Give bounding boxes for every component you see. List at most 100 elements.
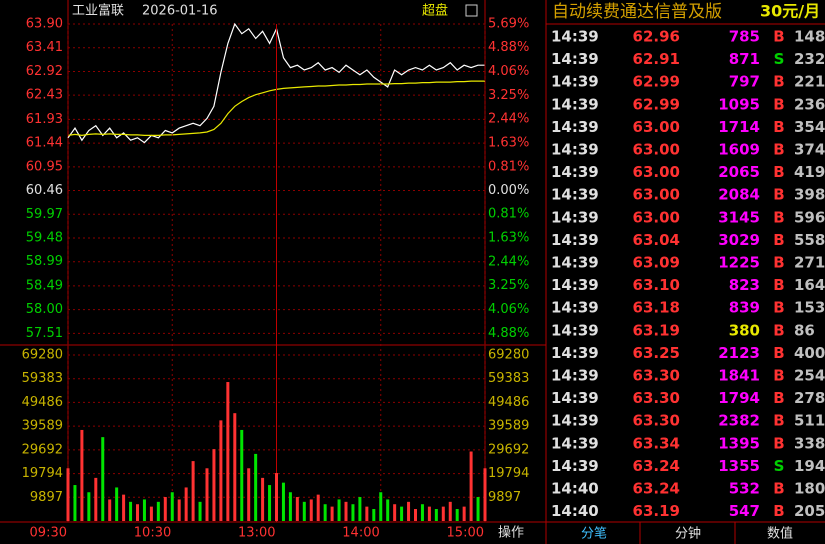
volume-bar — [386, 499, 390, 521]
volume-bar — [247, 468, 251, 521]
tick-volume: 823 — [729, 276, 760, 294]
volume-bar — [184, 487, 188, 521]
y-tick-label: 59.97 — [26, 207, 63, 222]
tick-volume: 871 — [729, 50, 760, 68]
tab[interactable]: 数值 — [767, 526, 793, 542]
tick-price: 63.00 — [633, 163, 680, 181]
tick-volume: 2084 — [718, 186, 760, 204]
volume-bar — [66, 468, 70, 521]
tick-time: 14:39 — [551, 95, 599, 113]
tick-count: 511 — [794, 412, 825, 430]
tick-time: 14:39 — [551, 254, 599, 272]
y-tick-label: 29692 — [22, 442, 63, 457]
tick-time: 14:39 — [551, 73, 599, 91]
volume-bar — [198, 501, 202, 521]
y2-tick-label: 4.88% — [488, 326, 529, 341]
tick-time: 14:39 — [551, 118, 599, 136]
volume-bar — [358, 497, 362, 521]
tick-count: 221 — [794, 73, 825, 91]
y-tick-label: 19794 — [22, 466, 63, 481]
y2-tick-label: 1.63% — [488, 231, 529, 246]
y2-tick-label: 4.06% — [488, 302, 529, 317]
tick-side: B — [773, 163, 784, 181]
mode-button[interactable]: 超盘 — [422, 3, 448, 19]
tick-price: 62.91 — [633, 50, 680, 68]
tick-volume: 2382 — [718, 412, 760, 430]
tick-volume: 1395 — [718, 434, 760, 452]
tick-count: 271 — [794, 254, 825, 272]
tick-price: 63.30 — [633, 389, 680, 407]
volume-bar — [295, 497, 299, 521]
tick-side: B — [773, 28, 784, 46]
volume-bar — [483, 468, 487, 521]
tick-time: 14:39 — [551, 434, 599, 452]
y-tick-label: 60.95 — [26, 159, 63, 174]
y-tick-label-right: 49486 — [488, 395, 529, 410]
tab[interactable]: 分笔 — [581, 526, 607, 542]
tick-count: 400 — [794, 344, 825, 362]
volume-bar — [170, 492, 174, 521]
tick-volume: 380 — [729, 321, 760, 339]
x-tick-label: 09:30 — [30, 526, 67, 541]
tick-volume: 532 — [729, 480, 760, 498]
tick-count: 232 — [794, 50, 825, 68]
ad-price[interactable]: 30元/月 — [760, 2, 820, 21]
tick-volume: 1095 — [718, 95, 760, 113]
tick-side: B — [773, 73, 784, 91]
tick-price: 63.25 — [633, 344, 680, 362]
tick-volume: 839 — [729, 299, 760, 317]
volume-bar — [379, 492, 383, 521]
tick-time: 14:39 — [551, 163, 599, 181]
tick-count: 558 — [794, 231, 825, 249]
volume-bar — [94, 477, 98, 521]
y-tick-label: 59.48 — [26, 231, 63, 246]
tick-volume: 1225 — [718, 254, 760, 272]
volume-bar — [108, 499, 112, 521]
tick-volume: 547 — [729, 502, 760, 520]
tick-side: B — [773, 367, 784, 385]
y-tick-label: 63.41 — [26, 40, 63, 55]
tick-side: B — [773, 254, 784, 272]
tick-price: 63.00 — [633, 118, 680, 136]
volume-bar — [136, 504, 139, 521]
ad-text[interactable]: 自动续费通达信普及版 — [552, 2, 722, 22]
x-tick-label: 10:30 — [134, 526, 171, 541]
tick-time: 14:40 — [551, 480, 599, 498]
tick-volume: 1355 — [718, 457, 760, 475]
volume-bar — [191, 461, 195, 521]
tab[interactable]: 分钟 — [675, 526, 701, 542]
y-tick-label: 9897 — [30, 490, 63, 505]
y-tick-label: 60.46 — [26, 183, 63, 198]
tick-side: B — [773, 480, 784, 498]
volume-bar — [476, 497, 480, 521]
toggle-icon[interactable] — [465, 4, 478, 17]
tick-price: 63.19 — [633, 321, 680, 339]
volume-bar — [149, 506, 153, 521]
tick-count: 164 — [794, 276, 825, 294]
tick-side: B — [773, 344, 784, 362]
tick-price: 63.00 — [633, 186, 680, 204]
tick-count: 278 — [794, 389, 825, 407]
tick-side: B — [773, 118, 784, 136]
tick-price: 63.24 — [633, 480, 680, 498]
y-tick-label: 61.44 — [26, 136, 63, 151]
tick-time: 14:39 — [551, 389, 599, 407]
tick-side: B — [773, 186, 784, 204]
volume-bar — [323, 504, 327, 521]
tick-price: 63.18 — [633, 299, 680, 317]
tick-side: S — [774, 457, 785, 475]
tick-count: 194 — [794, 457, 825, 475]
tick-price: 63.34 — [633, 434, 680, 452]
tick-volume: 1794 — [718, 389, 760, 407]
tick-price: 63.00 — [633, 141, 680, 159]
volume-bar — [309, 499, 313, 521]
tick-count: 180 — [794, 480, 825, 498]
tick-count: 148 — [794, 28, 825, 46]
tick-time: 14:39 — [551, 208, 599, 226]
operate-button[interactable]: 操作 — [498, 525, 524, 541]
volume-bar — [87, 492, 91, 521]
y-tick-label: 61.93 — [26, 112, 63, 127]
tick-time: 14:39 — [551, 28, 599, 46]
volume-bar — [330, 506, 334, 521]
